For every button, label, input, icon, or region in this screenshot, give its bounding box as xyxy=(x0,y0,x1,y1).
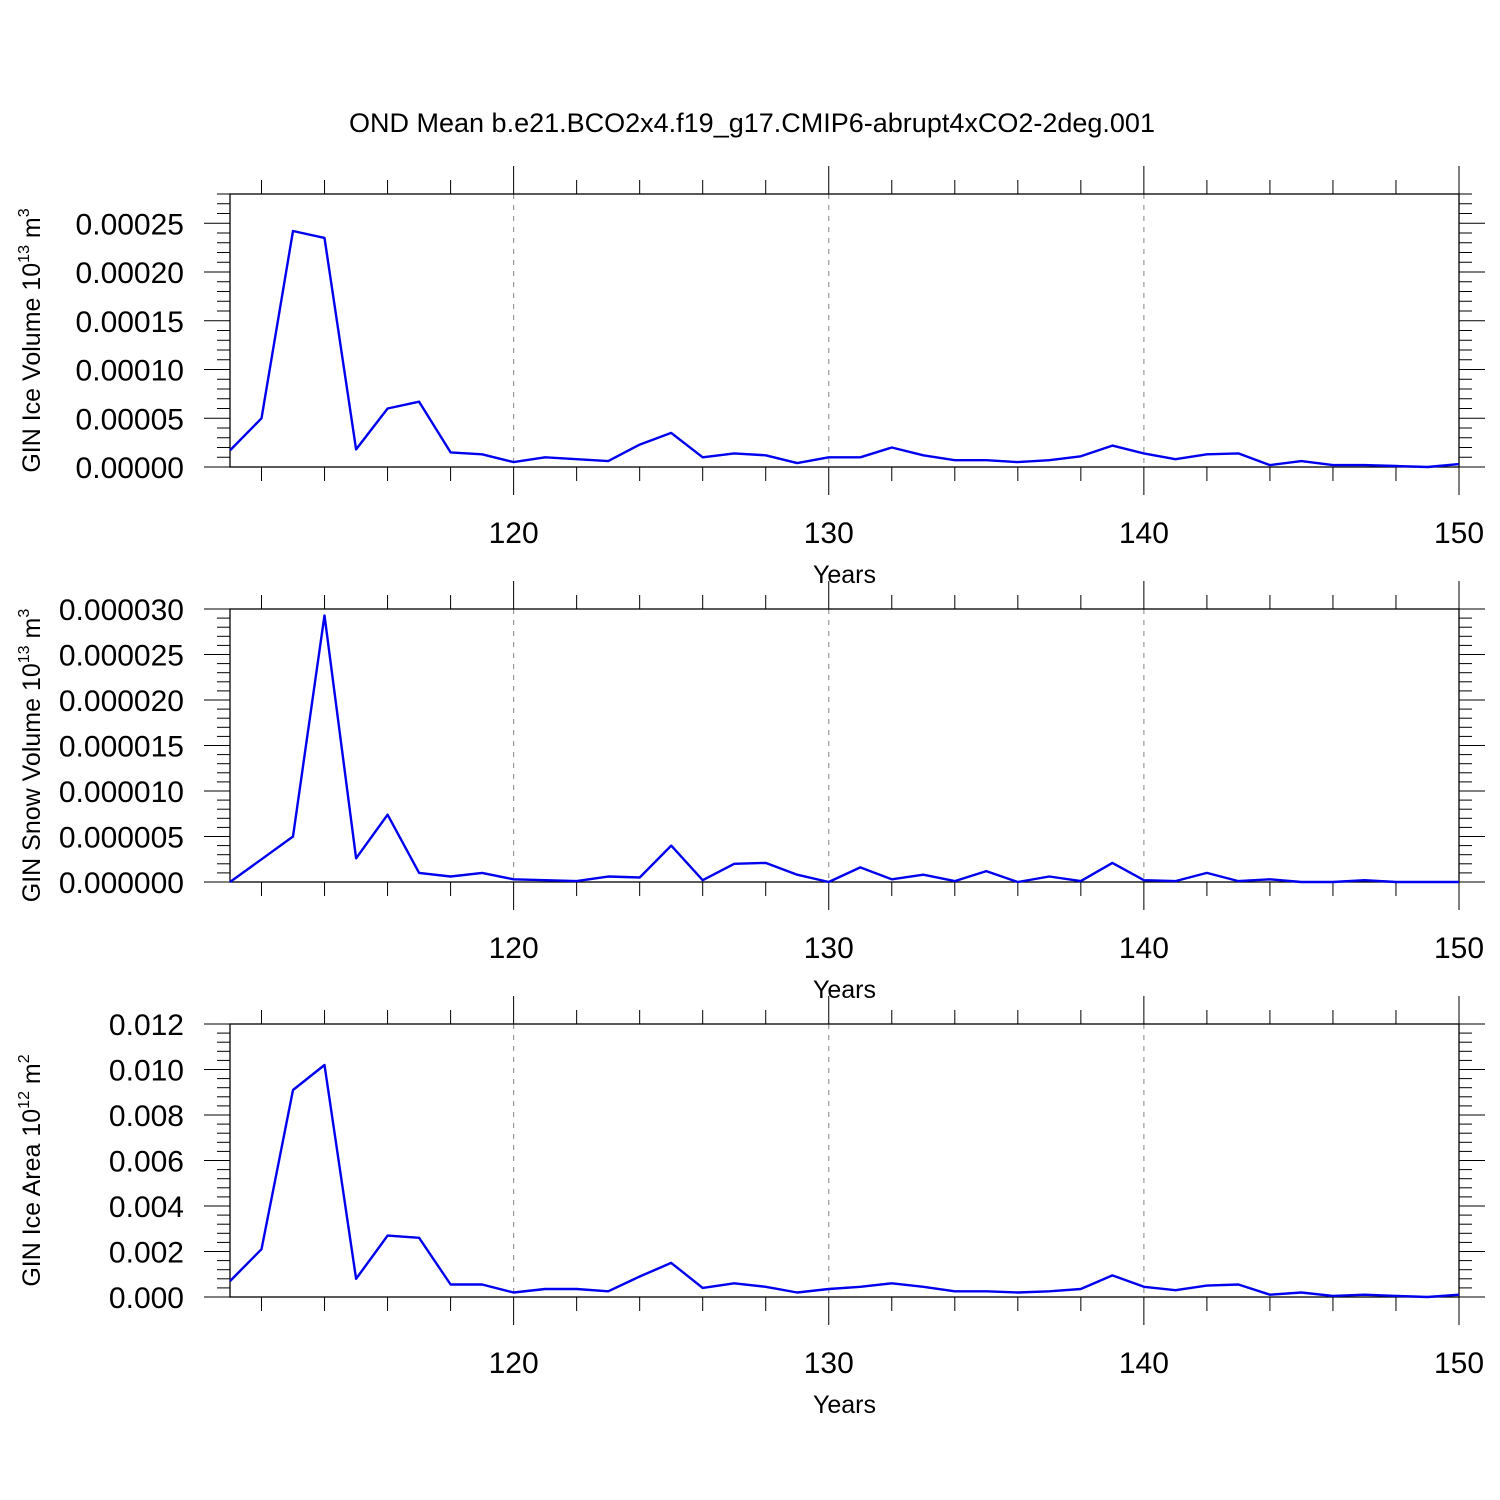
y-axis-title-exponent: 13 xyxy=(16,245,33,263)
y-tick-label: 0.000025 xyxy=(59,640,184,673)
plot-frame xyxy=(229,193,1460,468)
y-axis-title-text: GIN Ice Area 10 xyxy=(18,1109,46,1287)
figure-title: OND Mean b.e21.BCO2x4.f19_g17.CMIP6-abru… xyxy=(349,108,1155,138)
y-tick-label: 0.002 xyxy=(109,1237,184,1270)
x-tick-label: 120 xyxy=(489,932,539,965)
y-axis-title-exponent: 12 xyxy=(16,1091,33,1109)
y-axis-title-unit: m xyxy=(18,1063,46,1091)
chart-panel-2: 120 130 140 150 0.000000 0.000005 0.000010 0.00… xyxy=(16,581,1485,1004)
y-tick-label: 0.008 xyxy=(109,1100,184,1133)
y-axis-title: GIN Ice Volume 1013 m3 xyxy=(16,208,46,472)
x-tick-label: 140 xyxy=(1119,517,1169,550)
y-tick-label: 0.00010 xyxy=(76,355,184,388)
x-axis-title: Years xyxy=(813,976,876,1004)
y-axis-title: GIN Ice Area 1012 m2 xyxy=(16,1054,46,1286)
chart-panel-3: 120 130 140 150 0.000 0.002 0.004 0.006 0.008 0.0… xyxy=(16,996,1485,1419)
x-tick-label: 120 xyxy=(489,1347,539,1380)
y-tick-label: 0.00005 xyxy=(76,403,184,436)
y-tick-label: 0.000 xyxy=(109,1282,184,1315)
series-line xyxy=(229,229,1460,469)
series-line xyxy=(229,1063,1460,1299)
y-tick-label: 0.004 xyxy=(109,1191,184,1224)
y-tick-label: 0.000000 xyxy=(59,867,184,900)
x-tick-label: 130 xyxy=(804,1347,854,1380)
x-axis-title: Years xyxy=(813,561,876,589)
y-tick-label: 0.00025 xyxy=(76,208,184,241)
y-axis-title-unit-exponent: 3 xyxy=(16,208,33,217)
y-tick-label: 0.000010 xyxy=(59,776,184,809)
y-tick-label: 0.000030 xyxy=(59,594,184,627)
x-tick-label: 150 xyxy=(1434,932,1484,965)
y-tick-label: 0.006 xyxy=(109,1146,184,1179)
y-tick-label: 0.010 xyxy=(109,1055,184,1088)
y-tick-label: 0.00020 xyxy=(76,257,184,290)
y-axis-title-unit-exponent: 2 xyxy=(16,1054,33,1063)
y-tick-label: 0.000015 xyxy=(59,731,184,764)
x-tick-label: 140 xyxy=(1119,932,1169,965)
plot-frame xyxy=(229,1023,1460,1298)
x-tick-label: 130 xyxy=(804,932,854,965)
x-tick-label: 120 xyxy=(489,517,539,550)
x-tick-label: 130 xyxy=(804,517,854,550)
x-tick-label: 150 xyxy=(1434,517,1484,550)
y-tick-label: 0.000005 xyxy=(59,822,184,855)
chart-panel-1: 120 130 140 150 0.00000 0.00005 0.00010 0.00015… xyxy=(16,166,1485,589)
x-tick-label: 150 xyxy=(1434,1347,1484,1380)
y-axis-title-text: GIN Ice Volume 10 xyxy=(18,263,46,473)
series-line xyxy=(229,614,1459,884)
y-axis-title: GIN Snow Volume 1013 m3 xyxy=(16,609,46,903)
y-axis-title-unit-exponent: 3 xyxy=(16,609,33,618)
y-axis-title-exponent: 13 xyxy=(16,645,33,663)
y-tick-label: 0.000020 xyxy=(59,685,184,718)
y-tick-label: 0.012 xyxy=(109,1009,184,1042)
y-axis-title-unit: m xyxy=(18,217,46,245)
plot-frame xyxy=(229,608,1460,883)
y-tick-label: 0.00000 xyxy=(76,452,184,485)
y-axis-title-text: GIN Snow Volume 10 xyxy=(18,663,46,902)
x-tick-label: 140 xyxy=(1119,1347,1169,1380)
y-axis-title-unit: m xyxy=(18,618,46,646)
x-axis-title: Years xyxy=(813,1391,876,1419)
y-tick-label: 0.00015 xyxy=(76,306,184,339)
